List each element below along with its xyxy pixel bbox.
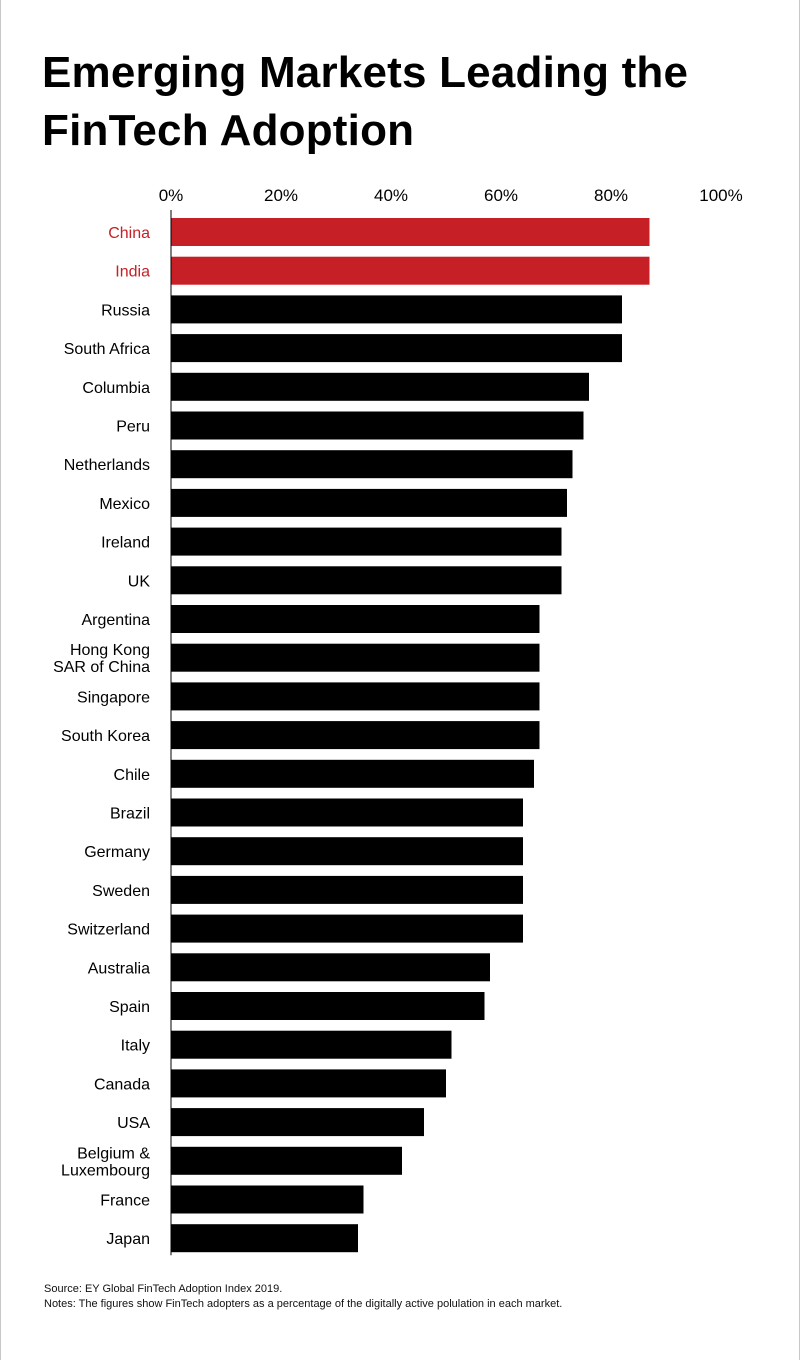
category-label: South Korea	[61, 728, 150, 745]
bar	[171, 256, 650, 285]
category-label: Sweden	[92, 883, 150, 900]
bar	[171, 1146, 402, 1175]
category-label: Peru	[116, 419, 150, 436]
category-label: France	[100, 1193, 150, 1210]
category-label: Switzerland	[67, 922, 150, 939]
category-label: Russia	[101, 302, 150, 319]
bar	[171, 527, 562, 556]
notes-text: Notes: The figures show FinTech adopters…	[44, 1298, 563, 1310]
category-label: Italy	[121, 1038, 150, 1055]
bar	[171, 488, 567, 517]
category-label: UK	[128, 573, 151, 590]
bar	[171, 798, 523, 827]
bar-chart: 0% 20% 40% 60% 80% 100% China India Russia South …	[53, 186, 743, 1256]
frame-left-border	[0, 0, 1, 1360]
bar	[171, 295, 622, 324]
bar	[171, 372, 589, 401]
x-tick-label: 60%	[484, 186, 518, 205]
source-note: Source: EY Global FinTech Adoption Index…	[44, 1283, 283, 1295]
bar	[171, 875, 523, 904]
bar	[171, 1185, 364, 1214]
bar	[171, 334, 622, 363]
bar	[171, 605, 540, 633]
category-label: Hong Kong SAR of China	[53, 642, 150, 676]
x-tick-label: 0%	[159, 186, 184, 205]
category-label: Chile	[114, 767, 151, 784]
bar	[171, 1108, 424, 1137]
x-tick-label: 100%	[699, 186, 742, 205]
category-label: Netherlands	[64, 457, 150, 474]
chart-title: Emerging Markets Leading the FinTech Ado…	[42, 48, 689, 155]
bar	[171, 566, 562, 595]
category-label: Belgium & Luxembourg	[61, 1145, 150, 1179]
category-label: Argentina	[82, 612, 151, 629]
bar	[171, 953, 490, 982]
bar	[171, 450, 573, 479]
bar	[171, 411, 584, 440]
category-label: Canada	[94, 1076, 150, 1093]
bar	[171, 1030, 452, 1059]
category-label: Mexico	[99, 496, 150, 513]
bar	[171, 643, 540, 672]
x-tick-label: 80%	[594, 186, 628, 205]
bar	[171, 759, 534, 788]
category-label: Brazil	[110, 806, 150, 823]
bar	[171, 218, 650, 246]
chart-footer: Source: EY Global FinTech Adoption Index…	[44, 1282, 784, 1312]
x-tick-label: 40%	[374, 186, 408, 205]
bar	[171, 1224, 358, 1253]
bar	[171, 914, 523, 943]
category-label: Germany	[84, 844, 150, 861]
bar	[171, 682, 540, 711]
bar	[171, 837, 523, 866]
category-label: Ireland	[101, 535, 150, 552]
bar	[171, 992, 485, 1020]
category-label: China	[108, 225, 150, 242]
category-label: Australia	[88, 960, 150, 977]
category-label: India	[115, 264, 150, 281]
bar	[171, 721, 540, 750]
category-label: USA	[117, 1115, 150, 1132]
category-label: Spain	[109, 999, 150, 1016]
category-label: South Africa	[64, 341, 150, 358]
x-tick-label: 20%	[264, 186, 298, 205]
category-label: Japan	[106, 1231, 150, 1248]
bar	[171, 1069, 446, 1098]
category-label: Columbia	[82, 380, 150, 397]
category-label: Singapore	[77, 689, 150, 706]
